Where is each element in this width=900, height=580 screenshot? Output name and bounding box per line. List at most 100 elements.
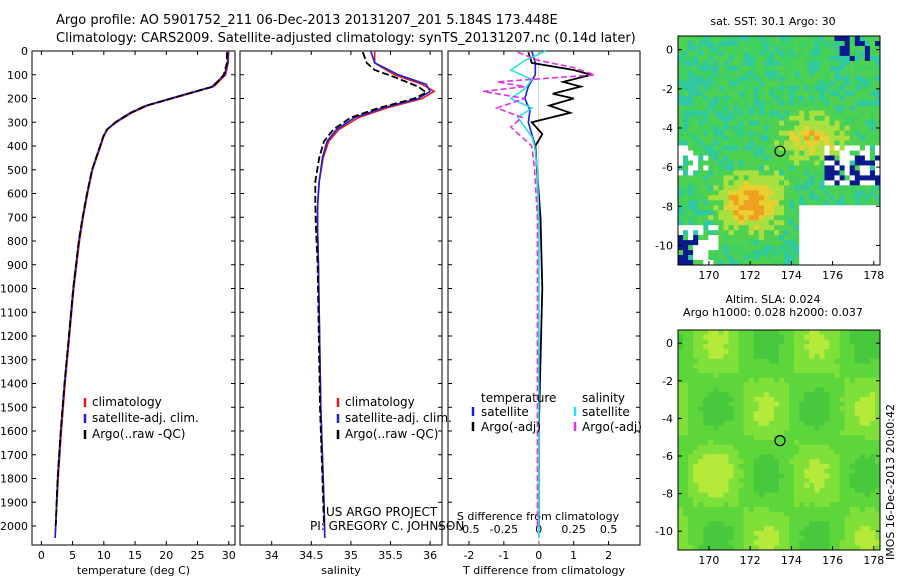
map-cell xyxy=(768,492,775,498)
map-cell xyxy=(799,205,805,211)
map-cell xyxy=(799,468,805,474)
map-cell xyxy=(864,180,871,186)
map-cell xyxy=(854,135,861,141)
x-tick-label: 30 xyxy=(222,549,236,562)
map-cell xyxy=(688,521,694,527)
map-cell xyxy=(698,170,704,176)
map-cell xyxy=(758,135,765,141)
map-cell xyxy=(758,115,765,122)
map-cell xyxy=(753,353,760,360)
map-cell xyxy=(743,235,750,241)
map-cell xyxy=(834,130,840,136)
map-cell xyxy=(859,55,866,62)
map-cell xyxy=(789,330,795,336)
map-cell xyxy=(804,435,810,441)
map-cell xyxy=(834,90,840,97)
map-cell xyxy=(869,41,876,47)
map-cell xyxy=(738,416,745,422)
map-cell xyxy=(718,473,724,479)
map-cell xyxy=(829,483,835,489)
map-cell xyxy=(743,105,750,112)
map-cell xyxy=(693,411,699,417)
map-cell xyxy=(678,530,684,537)
map-cell xyxy=(834,487,840,493)
map-cell xyxy=(718,492,724,498)
map-cell xyxy=(698,110,704,117)
map-cell xyxy=(728,85,734,92)
map-cell xyxy=(683,205,689,211)
map-cell xyxy=(779,449,785,455)
map-cell xyxy=(799,220,805,226)
map-cell xyxy=(698,190,704,196)
map-cell xyxy=(809,468,815,474)
map-cell xyxy=(718,110,724,117)
map-cell xyxy=(875,492,881,498)
map-cell xyxy=(784,175,790,181)
map-cell xyxy=(794,150,800,156)
map-cell xyxy=(743,100,750,107)
map-cell xyxy=(758,521,765,527)
map-cell xyxy=(753,85,760,92)
map-cell xyxy=(834,250,840,256)
map-cell xyxy=(763,526,770,532)
map-cell xyxy=(728,75,734,82)
map-cell xyxy=(779,55,785,62)
map-cell xyxy=(774,473,780,479)
map-cell xyxy=(723,353,729,360)
map-cell xyxy=(738,406,745,412)
map-cell xyxy=(763,387,770,393)
map-cell xyxy=(713,397,719,403)
map-cell xyxy=(758,535,765,541)
map-cell xyxy=(688,175,694,181)
map-cell xyxy=(768,344,775,350)
map-cell xyxy=(693,397,699,403)
map-cell xyxy=(713,145,719,151)
map-cell xyxy=(834,330,840,336)
map-cell xyxy=(703,46,709,52)
map-cell xyxy=(824,200,830,206)
map-cell xyxy=(768,185,775,191)
map-cell xyxy=(814,392,820,398)
map-cell xyxy=(693,363,699,369)
map-cell xyxy=(728,339,734,345)
map-cell xyxy=(728,392,734,398)
map-cell xyxy=(829,230,835,236)
map-cell xyxy=(869,90,876,97)
float-location-marker xyxy=(774,435,786,447)
map-cell xyxy=(819,330,825,336)
map-cell xyxy=(733,530,739,537)
map-cell xyxy=(698,382,704,388)
map-cell xyxy=(728,175,734,181)
map-cell xyxy=(859,240,866,246)
map-cell xyxy=(768,473,775,479)
map-cell xyxy=(839,85,846,92)
map-cell xyxy=(698,80,704,87)
map-cell xyxy=(819,344,825,350)
map-cell xyxy=(834,175,840,181)
map-cell xyxy=(784,190,790,196)
map-cell xyxy=(743,220,750,226)
map-cell xyxy=(784,130,790,136)
map-cell xyxy=(713,190,719,196)
map-cell xyxy=(819,373,825,379)
map-cell xyxy=(814,120,820,126)
map-cell xyxy=(728,430,734,436)
map-cell xyxy=(713,100,719,107)
map-cell xyxy=(834,140,840,146)
x-tick-label: 5 xyxy=(69,549,76,562)
map-cell xyxy=(849,420,856,427)
map-cell xyxy=(809,41,815,47)
map-cell xyxy=(869,190,876,196)
map-cell xyxy=(784,260,790,266)
map-cell xyxy=(794,387,800,393)
map-cell xyxy=(849,215,856,221)
map-cell xyxy=(698,260,704,266)
map-cell xyxy=(809,459,815,465)
map-cell xyxy=(779,225,785,231)
series-line-s-argo xyxy=(482,51,595,526)
map-cell xyxy=(875,540,881,546)
map-cell xyxy=(834,511,840,517)
map-cell xyxy=(703,135,709,141)
map-cell xyxy=(844,135,851,141)
map-cell xyxy=(774,444,780,450)
